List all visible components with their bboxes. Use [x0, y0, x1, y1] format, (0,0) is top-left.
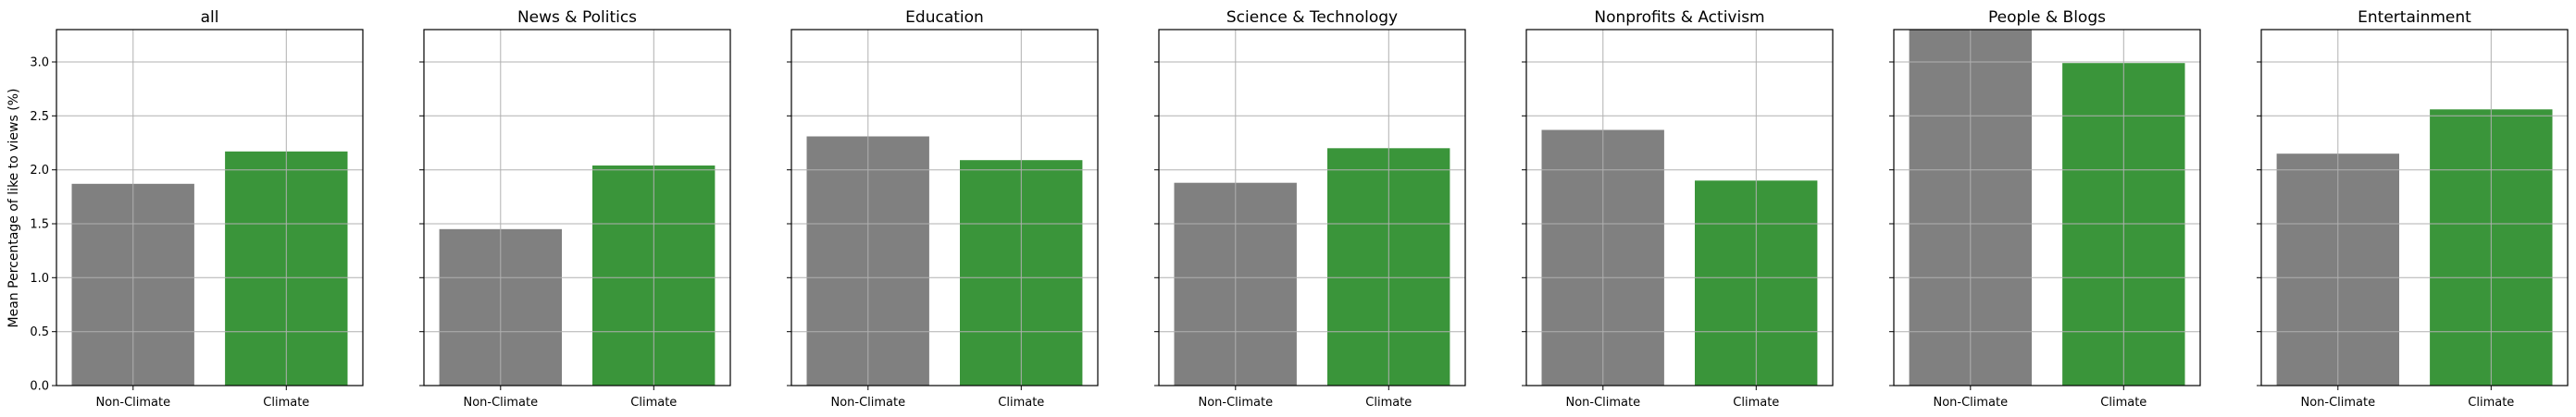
- panel-title: all: [201, 8, 219, 27]
- panel-title: People & Blogs: [1988, 8, 2106, 27]
- chart-panel: Non-Climate Climate Entertainment: [2257, 8, 2569, 410]
- chart-panel: 0.0 0.5 1.0 1.5 2.0 2.5 3.0 Non-Climate Climate a…: [30, 8, 364, 410]
- panel-title: News & Politics: [517, 8, 637, 27]
- x-tick-label: Non-Climate: [1198, 396, 1273, 410]
- chart-panel: Non-Climate Climate Science & Technology: [1154, 8, 1466, 410]
- panel-title: Nonprofits & Activism: [1594, 8, 1764, 27]
- chart-panel: Non-Climate Climate People & Blogs: [1889, 8, 2201, 410]
- chart-panel: Non-Climate Climate Education: [787, 8, 1099, 410]
- axes-frame: [423, 29, 731, 386]
- panel-title: Education: [905, 8, 984, 27]
- x-tick-label: Non-Climate: [2300, 396, 2375, 410]
- x-tick-label: Climate: [1733, 396, 1779, 410]
- y-tick-label: 2.0: [30, 164, 49, 178]
- x-tick-label: Climate: [263, 396, 309, 410]
- x-tick-label: Climate: [998, 396, 1044, 410]
- y-tick-label: 1.0: [30, 272, 49, 286]
- x-tick-label: Non-Climate: [830, 396, 905, 410]
- y-tick-label: 0.5: [30, 325, 49, 339]
- y-axis-label: Mean Percentage of like to views (%): [6, 89, 21, 328]
- chart-panel: Non-Climate Climate News & Politics: [419, 8, 731, 410]
- x-tick-label: Non-Climate: [95, 396, 170, 410]
- x-tick-label: Non-Climate: [1565, 396, 1640, 410]
- panel-title: Science & Technology: [1226, 8, 1398, 27]
- y-tick-label: 1.5: [30, 218, 49, 232]
- y-tick-label: 3.0: [30, 56, 49, 70]
- axes-frame: [1893, 29, 2201, 386]
- axes-frame: [2260, 29, 2569, 386]
- x-tick-label: Climate: [2468, 396, 2514, 410]
- y-tick-label: 0.0: [30, 380, 49, 394]
- chart-panels: 0.0 0.5 1.0 1.5 2.0 2.5 3.0 Non-Climate Climate a…: [30, 8, 2569, 410]
- axes-frame: [56, 29, 364, 386]
- chart-panel: Non-Climate Climate Nonprofits & Activism: [1522, 8, 1834, 410]
- axes-frame: [790, 29, 1099, 386]
- x-tick-label: Non-Climate: [463, 396, 538, 410]
- x-tick-label: Climate: [1365, 396, 1412, 410]
- axes-frame: [1158, 29, 1466, 386]
- y-tick-label: 2.5: [30, 110, 49, 124]
- x-tick-label: Non-Climate: [1933, 396, 2008, 410]
- x-tick-label: Climate: [630, 396, 677, 410]
- axes-frame: [1525, 29, 1834, 386]
- x-tick-label: Climate: [2100, 396, 2147, 410]
- panel-title: Entertainment: [2358, 8, 2471, 27]
